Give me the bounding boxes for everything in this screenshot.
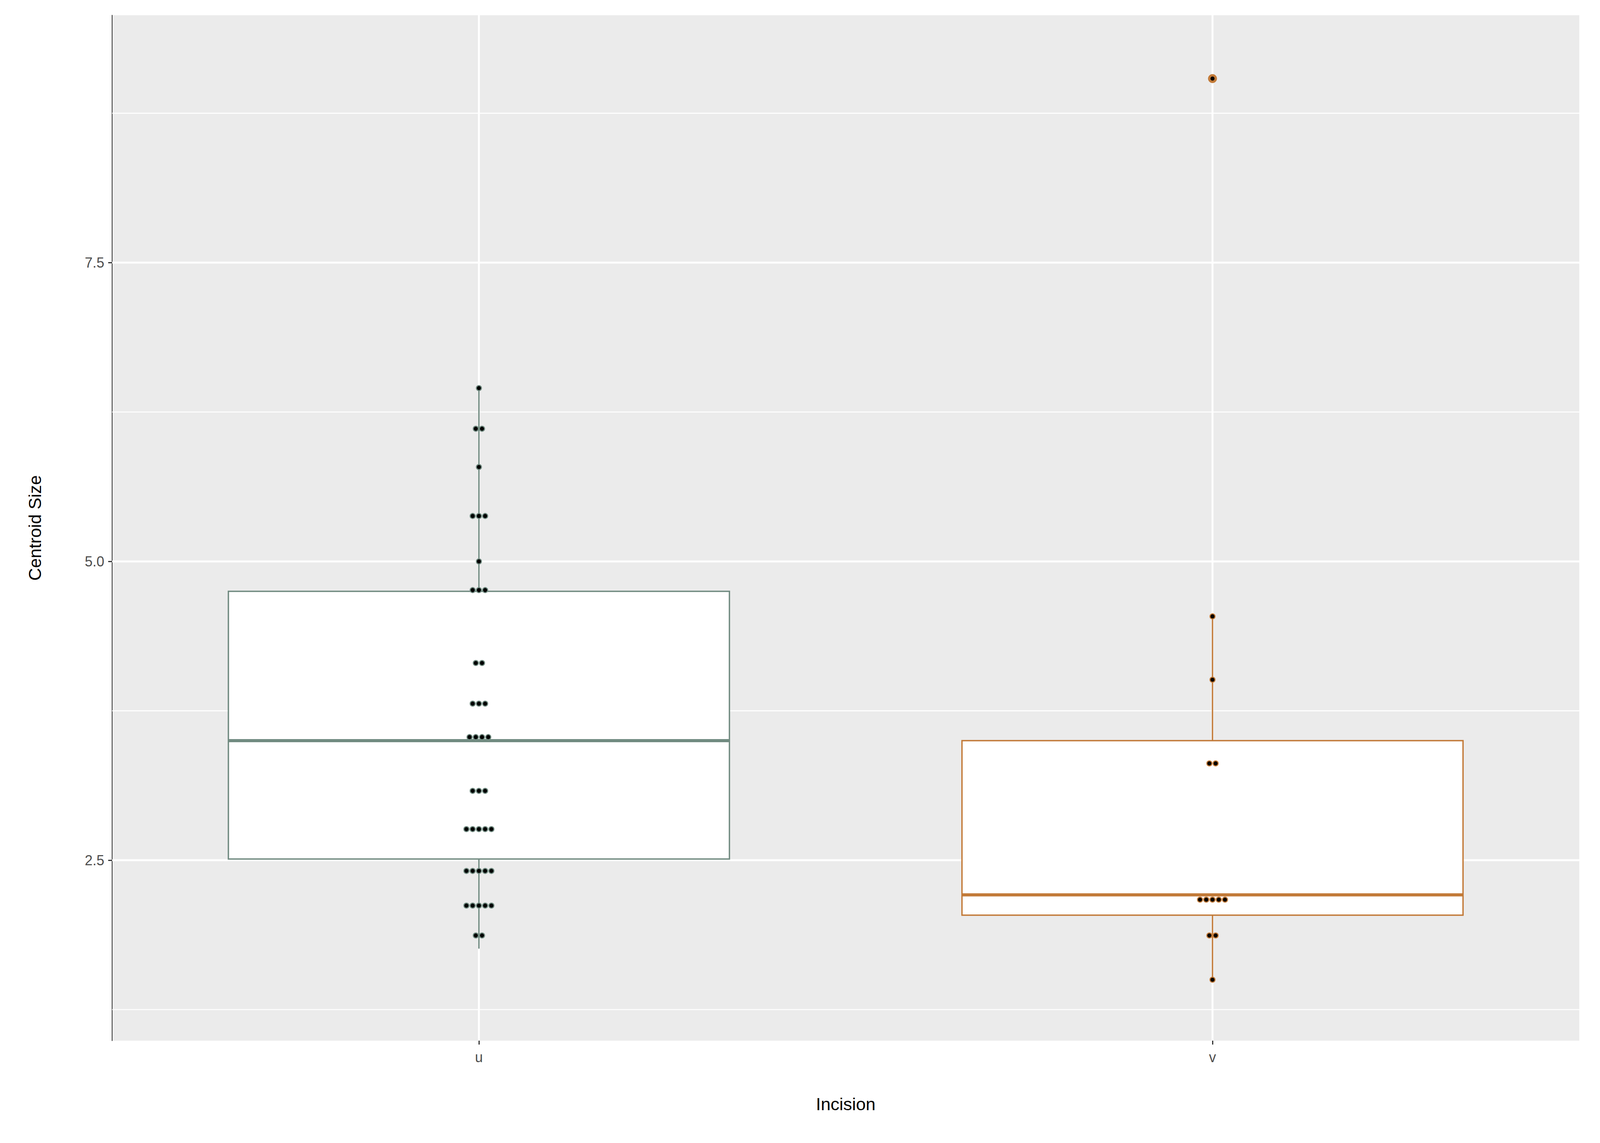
svg-text:5.0: 5.0 (84, 553, 105, 570)
svg-text:v: v (1208, 1049, 1217, 1066)
svg-text:u: u (475, 1049, 483, 1066)
svg-text:7.5: 7.5 (84, 254, 105, 271)
svg-text:Centroid Size: Centroid Size (25, 475, 45, 581)
svg-text:Incision: Incision (816, 1094, 876, 1115)
svg-text:2.5: 2.5 (84, 852, 105, 869)
